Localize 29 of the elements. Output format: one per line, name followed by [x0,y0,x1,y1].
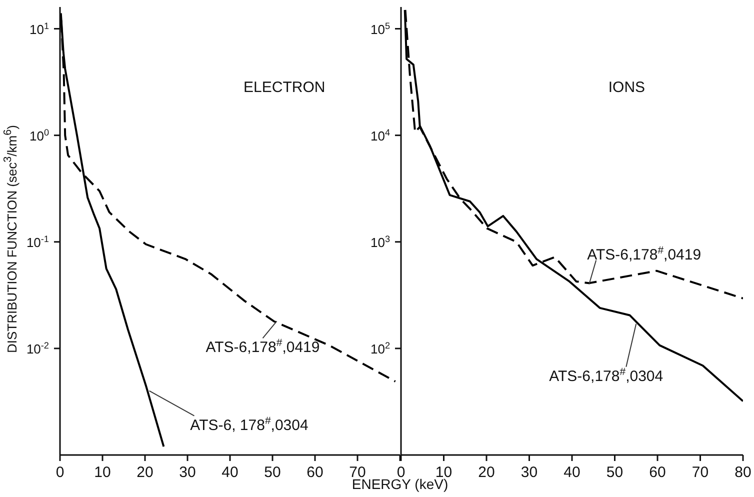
annotation: ATS-6,178$^{#}$,0419 [206,337,320,356]
y-tick-label: 10$^{0}$ [29,127,49,144]
y-tick-label: 10$^{-2}$ [26,340,49,356]
y-tick-label: 10$^{1}$ [29,20,49,37]
y-tick-label: 10$^{2}$ [370,340,390,356]
x-tick-label: 50 [606,464,624,481]
x-tick-label: 60 [649,464,666,481]
text: ELECTRON [242,78,326,96]
x-tick-label: 40 [222,464,238,481]
x-tick-label: 50 [264,464,281,481]
y-tick-label: 10$^{3}$ [370,234,390,250]
x-tick-label: 20 [136,464,154,481]
x-axis-title: ENERGY (keV) [352,476,448,492]
annotation: ATS-6,178$^{#}$,0304 [549,366,664,385]
text: IONS [607,78,646,96]
x-tick-label: 80 [734,464,752,481]
x-tick-label: 0 [56,464,64,481]
annotation: ATS-6,178$^{#}$,0419 [587,244,702,264]
x-tick-label: 30 [520,464,538,481]
x-tick-label: 20 [478,464,495,481]
x-tick-label: 30 [179,464,196,481]
y-tick-label: 10$^{4}$ [370,127,390,144]
annotation: ATS-6, 178$^{#}$,0304 [190,414,308,434]
x-tick-label: 40 [564,464,580,481]
x-tick-label: 10 [94,464,111,481]
y-tick-label: 10$^{-1}$ [26,234,49,250]
x-tick-label: 60 [306,464,324,481]
y-tick-label: 10$^{5}$ [370,20,390,37]
x-tick-label: 70 [692,464,709,481]
